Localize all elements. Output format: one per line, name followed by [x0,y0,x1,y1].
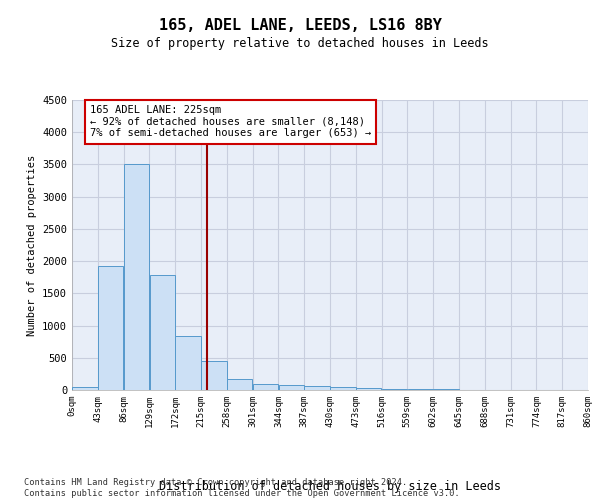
Bar [149,274,175,390]
Bar [304,386,330,390]
Bar [227,380,253,390]
Text: Contains HM Land Registry data © Crown copyright and database right 2024.
Contai: Contains HM Land Registry data © Crown c… [24,478,460,498]
Bar [98,266,124,390]
Text: 165, ADEL LANE, LEEDS, LS16 8BY: 165, ADEL LANE, LEEDS, LS16 8BY [158,18,442,32]
Bar [253,384,278,390]
Y-axis label: Number of detached properties: Number of detached properties [26,154,37,336]
Text: Size of property relative to detached houses in Leeds: Size of property relative to detached ho… [111,38,489,51]
Bar [278,385,304,390]
Bar [201,361,227,390]
Bar [175,336,201,390]
Bar [356,388,382,390]
Text: 165 ADEL LANE: 225sqm
← 92% of detached houses are smaller (8,148)
7% of semi-de: 165 ADEL LANE: 225sqm ← 92% of detached … [90,105,371,138]
Bar [382,388,407,390]
X-axis label: Distribution of detached houses by size in Leeds: Distribution of detached houses by size … [159,480,501,493]
Bar [124,164,149,390]
Bar [72,387,98,390]
Bar [330,387,356,390]
Bar [407,389,433,390]
